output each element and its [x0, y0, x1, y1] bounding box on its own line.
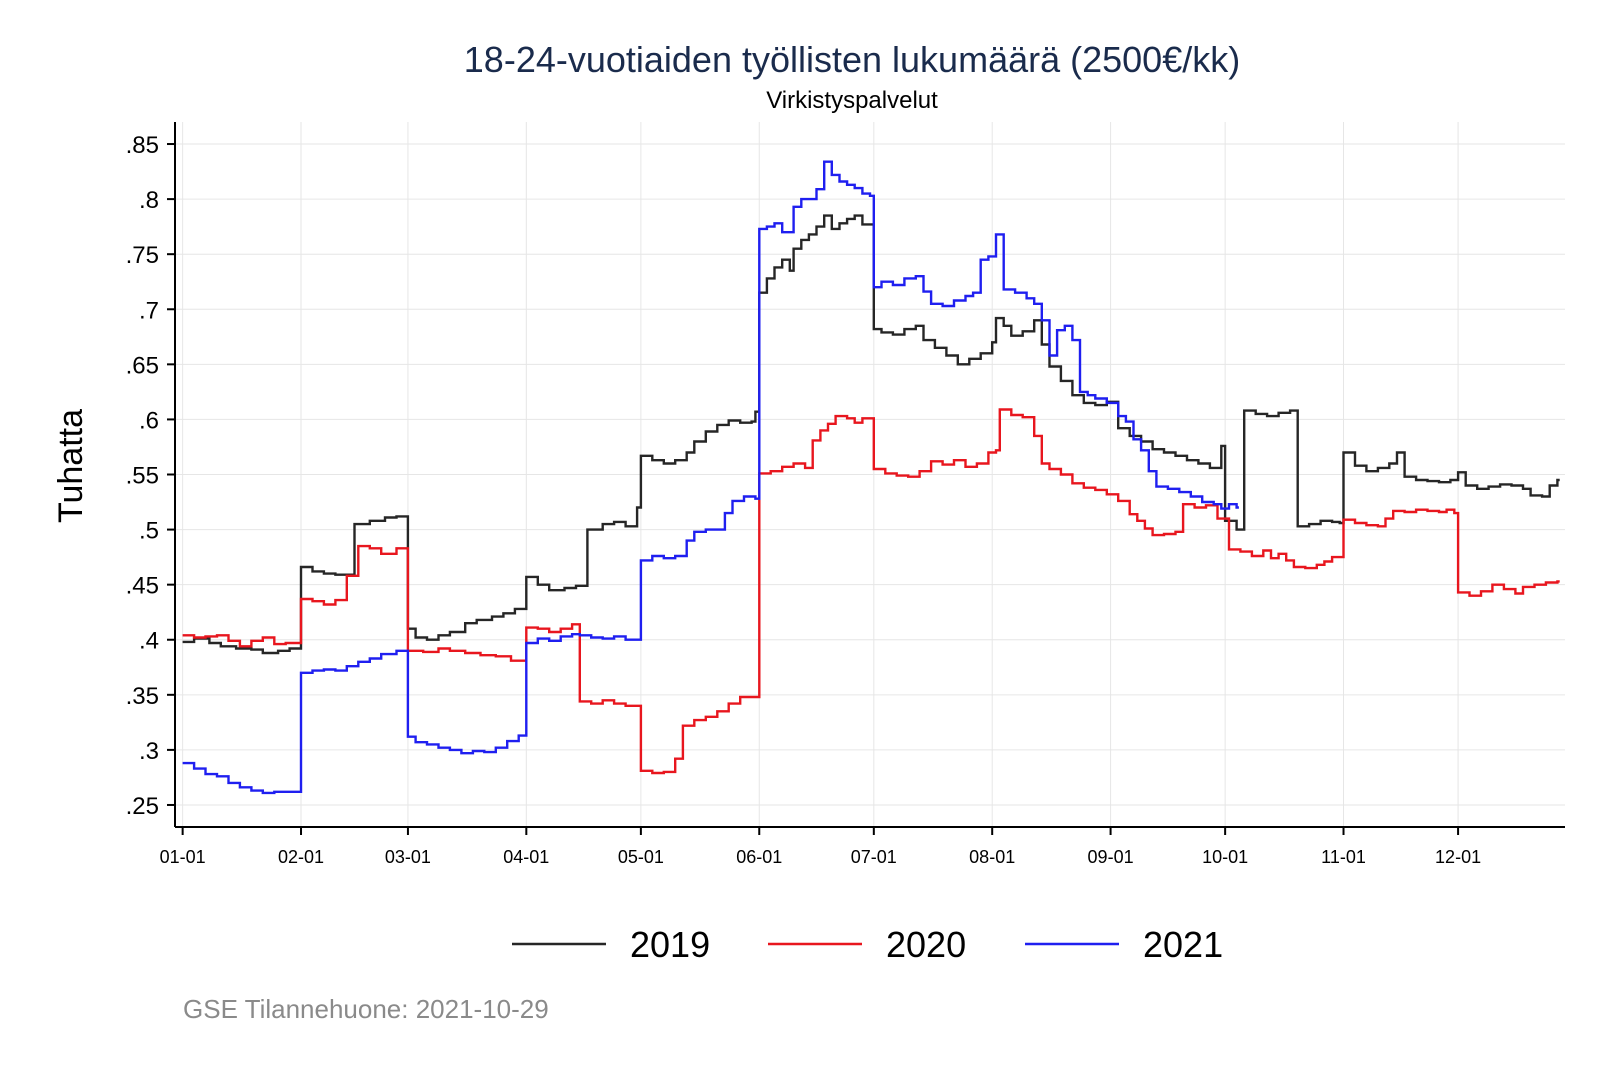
- legend-label-2021: 2021: [1143, 924, 1223, 965]
- legend-label-2020: 2020: [886, 924, 966, 965]
- gridlines: [175, 122, 1565, 827]
- x-tick-label: 05-01: [618, 847, 664, 867]
- series-line-2020: [182, 408, 1560, 775]
- y-tick-label: .3: [139, 738, 159, 765]
- legend: 2019 2020 2021: [512, 924, 1223, 965]
- x-tick-label: 02-01: [278, 847, 324, 867]
- x-ticks: 01-01 02-01 03-01 04-01 05-01 06-01 07-01 08-01…: [160, 827, 1481, 867]
- y-tick-label: .5: [139, 518, 159, 545]
- source-note: GSE Tilannehuone: 2021-10-29: [183, 994, 549, 1024]
- y-tick-label: .45: [126, 573, 159, 600]
- legend-label-2019: 2019: [630, 924, 710, 965]
- x-tick-label: 07-01: [851, 847, 897, 867]
- x-tick-label: 11-01: [1321, 847, 1366, 867]
- series-line-2021: [182, 160, 1239, 795]
- x-tick-label: 09-01: [1088, 847, 1134, 867]
- x-tick-label: 01-01: [160, 847, 206, 867]
- y-tick-label: .6: [139, 407, 159, 434]
- y-tick-label: .65: [126, 352, 159, 379]
- y-tick-label: .35: [126, 683, 159, 710]
- x-tick-label: 10-01: [1202, 847, 1248, 867]
- x-tick-label: 03-01: [385, 847, 431, 867]
- y-ticks: .85 .8 .75 .7 .65 .6 .55 .5 .45 .4 .35 .3 .25: [126, 132, 175, 820]
- y-axis-label: Tuhatta: [52, 409, 90, 523]
- y-tick-label: .4: [139, 628, 159, 655]
- x-tick-label: 12-01: [1435, 847, 1481, 867]
- x-tick-label: 06-01: [736, 847, 782, 867]
- x-tick-label: 04-01: [503, 847, 549, 867]
- series-line-2019: [182, 214, 1560, 655]
- y-tick-label: .75: [126, 242, 159, 269]
- chart-subtitle: Virkistyspalvelut: [766, 87, 938, 114]
- x-tick-label: 08-01: [969, 847, 1015, 867]
- y-tick-label: .55: [126, 463, 159, 490]
- series-lines: [182, 160, 1560, 795]
- chart-title: 18-24-vuotiaiden työllisten lukumäärä (2…: [464, 39, 1240, 80]
- y-tick-label: .8: [139, 187, 159, 214]
- y-tick-label: .25: [126, 793, 159, 820]
- y-tick-label: .85: [126, 132, 159, 159]
- y-tick-label: .7: [139, 297, 159, 324]
